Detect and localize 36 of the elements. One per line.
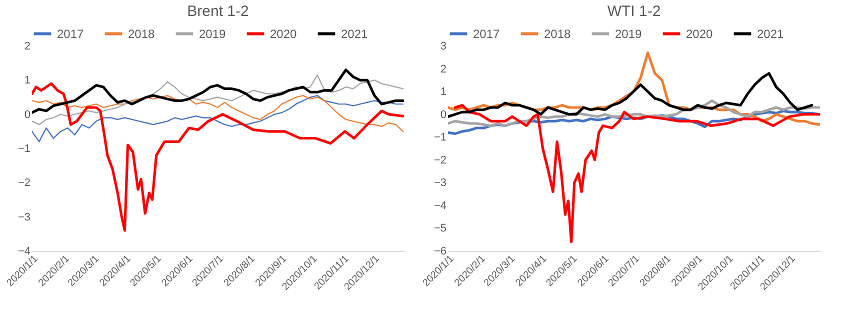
legend-label: 2021 [341,26,368,41]
line-series [32,74,404,126]
y-tick-label: −4 [18,246,30,258]
y-tick-label: −4 [434,200,446,212]
legend-label: 2018 [544,26,572,41]
y-tick-label: 3 [440,40,446,52]
line-series [32,82,404,232]
legend-label: 2021 [757,26,784,41]
y-tick-label: −6 [434,246,446,258]
y-tick-label: 1 [24,74,30,87]
line-series [454,104,820,244]
legend-label: 2020 [686,26,714,41]
legend-label: 2017 [473,26,500,41]
line-series [32,94,404,142]
y-tick-label: 0 [24,108,30,121]
y-tick-label: 2 [440,63,446,76]
legend-label: 2019 [199,26,226,41]
chart-title: WTI 1-2 [607,3,661,20]
legend-label: 2017 [57,26,84,41]
y-tick-label: 1 [440,86,446,98]
y-tick-label: −3 [18,211,30,224]
y-tick-label: −1 [18,143,30,155]
y-tick-label: −2 [18,177,30,190]
y-tick-label: 2 [24,40,30,52]
y-tick-label: −5 [434,222,446,235]
y-tick-label: −3 [434,177,446,190]
legend-label: 2018 [128,26,156,41]
line-series [32,68,404,114]
line-series [448,72,814,118]
y-tick-label: −1 [434,132,446,144]
legend-label: 2019 [615,26,642,41]
y-tick-label: −2 [434,154,446,166]
line-series [32,94,404,132]
legend-label: 2020 [270,26,298,41]
chart-title: Brent 1-2 [187,3,249,20]
y-tick-label: 0 [440,108,446,121]
